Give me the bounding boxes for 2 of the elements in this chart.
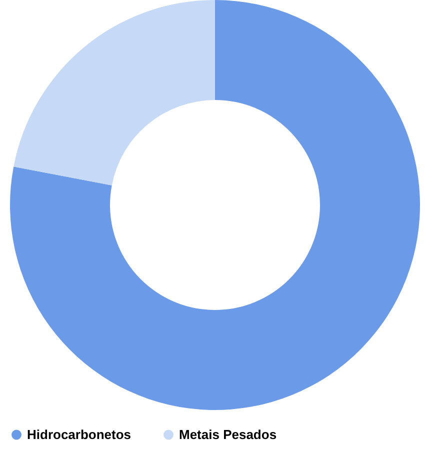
legend-label: Hidrocarbonetos bbox=[27, 426, 132, 442]
legend-label: Metais Pesados bbox=[179, 426, 277, 442]
